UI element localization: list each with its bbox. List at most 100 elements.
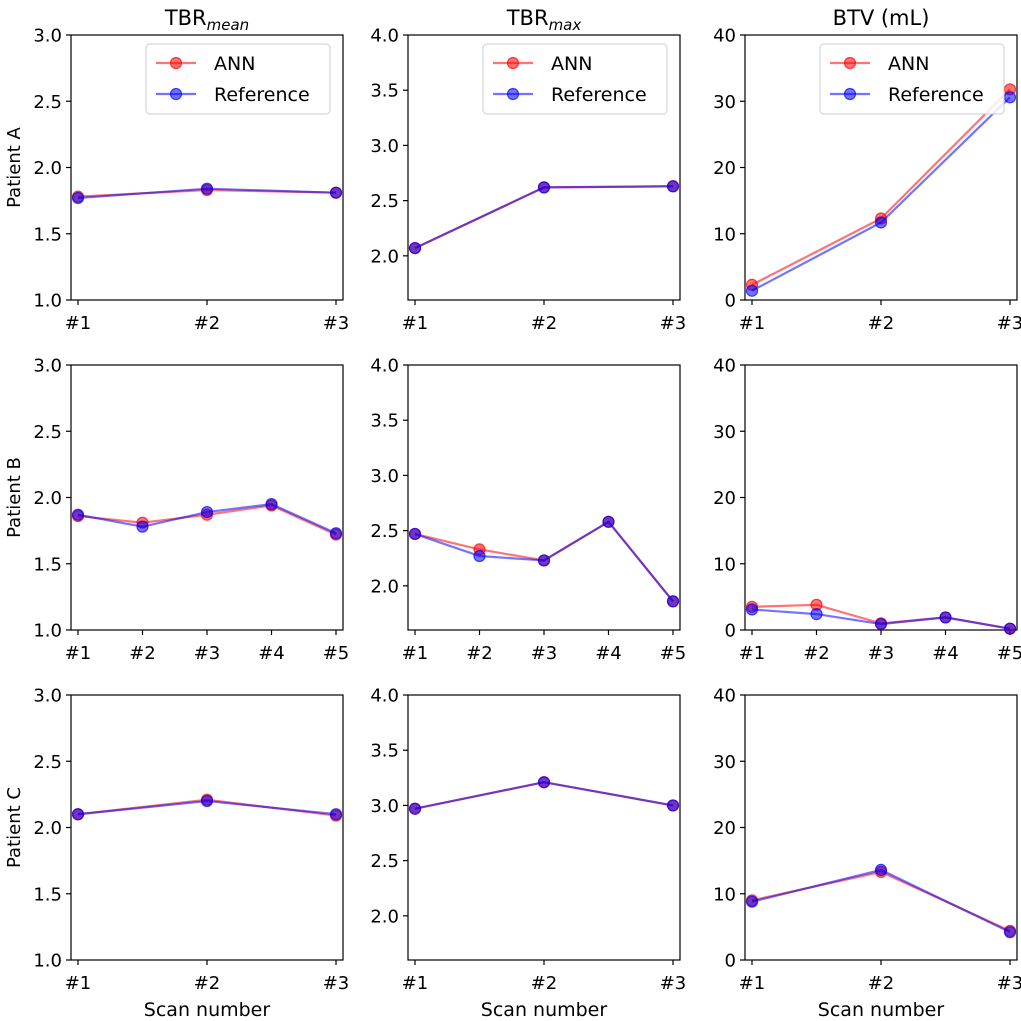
legend-entry-ann: ANN — [888, 53, 929, 75]
x-tick-label: #2 — [531, 973, 558, 994]
data-point-reference — [666, 180, 680, 193]
data-point-reference — [408, 802, 422, 815]
legend-marker-ann — [506, 56, 520, 70]
panel-3-1: 1.0 1.5 2.0 2.5 3.0 #1 #2 #3 — [33, 686, 349, 995]
x-tick-label: #5 — [323, 643, 350, 664]
x-tick-label: #2 — [868, 313, 895, 334]
x-tick-label: #3 — [997, 973, 1021, 994]
x-tick-label: #1 — [739, 313, 766, 334]
y-tick-label: 40 — [713, 686, 736, 707]
axes-frame — [744, 694, 1018, 961]
y-tick-label: 0 — [725, 291, 736, 312]
x-tick-label: #3 — [660, 313, 687, 334]
x-tick-label: #1 — [739, 643, 766, 664]
x-tick-label: #2 — [531, 313, 558, 334]
y-tick-label: 20 — [713, 158, 736, 179]
x-axis-label-3: Scan number — [818, 999, 945, 1021]
y-tick-label: 30 — [713, 422, 736, 443]
x-axis-label-2: Scan number — [481, 999, 608, 1021]
x-tick-label: #4 — [932, 643, 959, 664]
legend: ANN Reference — [482, 43, 668, 115]
y-tick-label: 0 — [725, 951, 736, 972]
x-tick-label: #2 — [194, 973, 221, 994]
legend-box — [482, 43, 668, 115]
data-point-reference — [745, 603, 759, 616]
axes-frame — [407, 364, 681, 631]
data-point-reference — [71, 508, 85, 521]
y-tick-label: 1.0 — [33, 291, 62, 312]
data-point-reference — [537, 181, 551, 194]
legend-entry-reference: Reference — [888, 84, 984, 106]
x-tick-label: #1 — [65, 643, 92, 664]
y-tick-label: 0 — [725, 621, 736, 642]
x-tick-label: #2 — [129, 643, 156, 664]
legend-entry-reference: Reference — [214, 84, 310, 106]
panel-3-2: 2.0 2.5 3.0 3.5 4.0 #1 #2 #3 — [370, 686, 686, 995]
data-point-reference — [874, 216, 888, 229]
y-tick-label: 1.0 — [33, 951, 62, 972]
y-tick-label: 4.0 — [370, 26, 399, 47]
legend-marker-reference — [843, 87, 857, 101]
legend-marker-reference — [169, 87, 183, 101]
column-title-1: TBRmean — [164, 6, 249, 34]
y-tick-label: 2.5 — [33, 422, 62, 443]
y-tick-label: 1.5 — [33, 224, 62, 245]
row-label-2: Patient B — [4, 457, 25, 538]
series-line-ann — [751, 870, 1011, 932]
data-point-reference — [745, 895, 759, 908]
panel-1-2: 2.0 2.5 3.0 3.5 4.0 #1 #2 #3 ANN Reference — [370, 26, 686, 335]
legend-entry-ann: ANN — [551, 53, 592, 75]
y-tick-label: 10 — [713, 224, 736, 245]
column-title-3: BTV (mL) — [833, 6, 930, 30]
data-point-reference — [200, 794, 214, 808]
axes-frame — [70, 694, 344, 961]
data-point-reference — [666, 595, 680, 608]
y-tick-label: 1.5 — [33, 554, 62, 575]
y-tick-label: 2.5 — [33, 92, 62, 113]
panel-2-3: 0 10 20 30 40 #1 #2 #3 #4 #5 — [713, 356, 1021, 665]
axes-frame — [70, 364, 344, 631]
data-point-reference — [408, 242, 422, 255]
x-tick-label: #3 — [194, 643, 221, 664]
data-point-reference — [874, 863, 888, 877]
x-tick-label: #1 — [739, 973, 766, 994]
x-tick-label: #2 — [803, 643, 830, 664]
data-point-reference — [329, 186, 343, 199]
column-title-subscript: max — [549, 16, 582, 34]
x-tick-label: #3 — [323, 313, 350, 334]
y-tick-label: 2.0 — [370, 246, 399, 267]
data-point-reference — [1003, 926, 1017, 939]
data-point-reference — [537, 554, 551, 567]
x-tick-label: #3 — [531, 643, 558, 664]
x-tick-label: #3 — [997, 313, 1021, 334]
axes-frame — [407, 694, 681, 961]
x-tick-label: #1 — [402, 973, 429, 994]
y-tick-label: 3.0 — [33, 356, 62, 377]
legend-box — [145, 43, 331, 115]
y-tick-label: 3.5 — [370, 411, 399, 432]
data-point-reference — [200, 505, 214, 519]
y-tick-label: 20 — [713, 488, 736, 509]
x-tick-label: #2 — [466, 643, 493, 664]
x-tick-label: #4 — [595, 643, 622, 664]
y-tick-label: 4.0 — [370, 686, 399, 707]
row-label-1: Patient A — [4, 126, 25, 207]
y-tick-label: 1.0 — [33, 621, 62, 642]
panel-1-3: 0 10 20 30 40 #1 #2 #3 ANN Reference — [713, 26, 1021, 335]
legend-entry-ann: ANN — [214, 53, 255, 75]
data-point-reference — [1003, 622, 1017, 635]
y-tick-label: 3.0 — [370, 136, 399, 157]
data-point-reference — [71, 191, 85, 205]
data-point-reference — [810, 607, 823, 621]
series-line-reference — [751, 868, 1011, 934]
axes-frame — [744, 364, 1018, 631]
y-tick-label: 2.5 — [370, 191, 399, 212]
column-title-2: TBRmax — [506, 6, 582, 34]
column-title-base: BTV (mL) — [833, 6, 930, 30]
x-tick-label: #1 — [402, 313, 429, 334]
y-tick-label: 40 — [713, 26, 736, 47]
y-tick-label: 2.0 — [33, 488, 62, 509]
data-point-reference — [71, 808, 85, 821]
y-tick-label: 10 — [713, 554, 736, 575]
data-point-reference — [602, 515, 615, 528]
